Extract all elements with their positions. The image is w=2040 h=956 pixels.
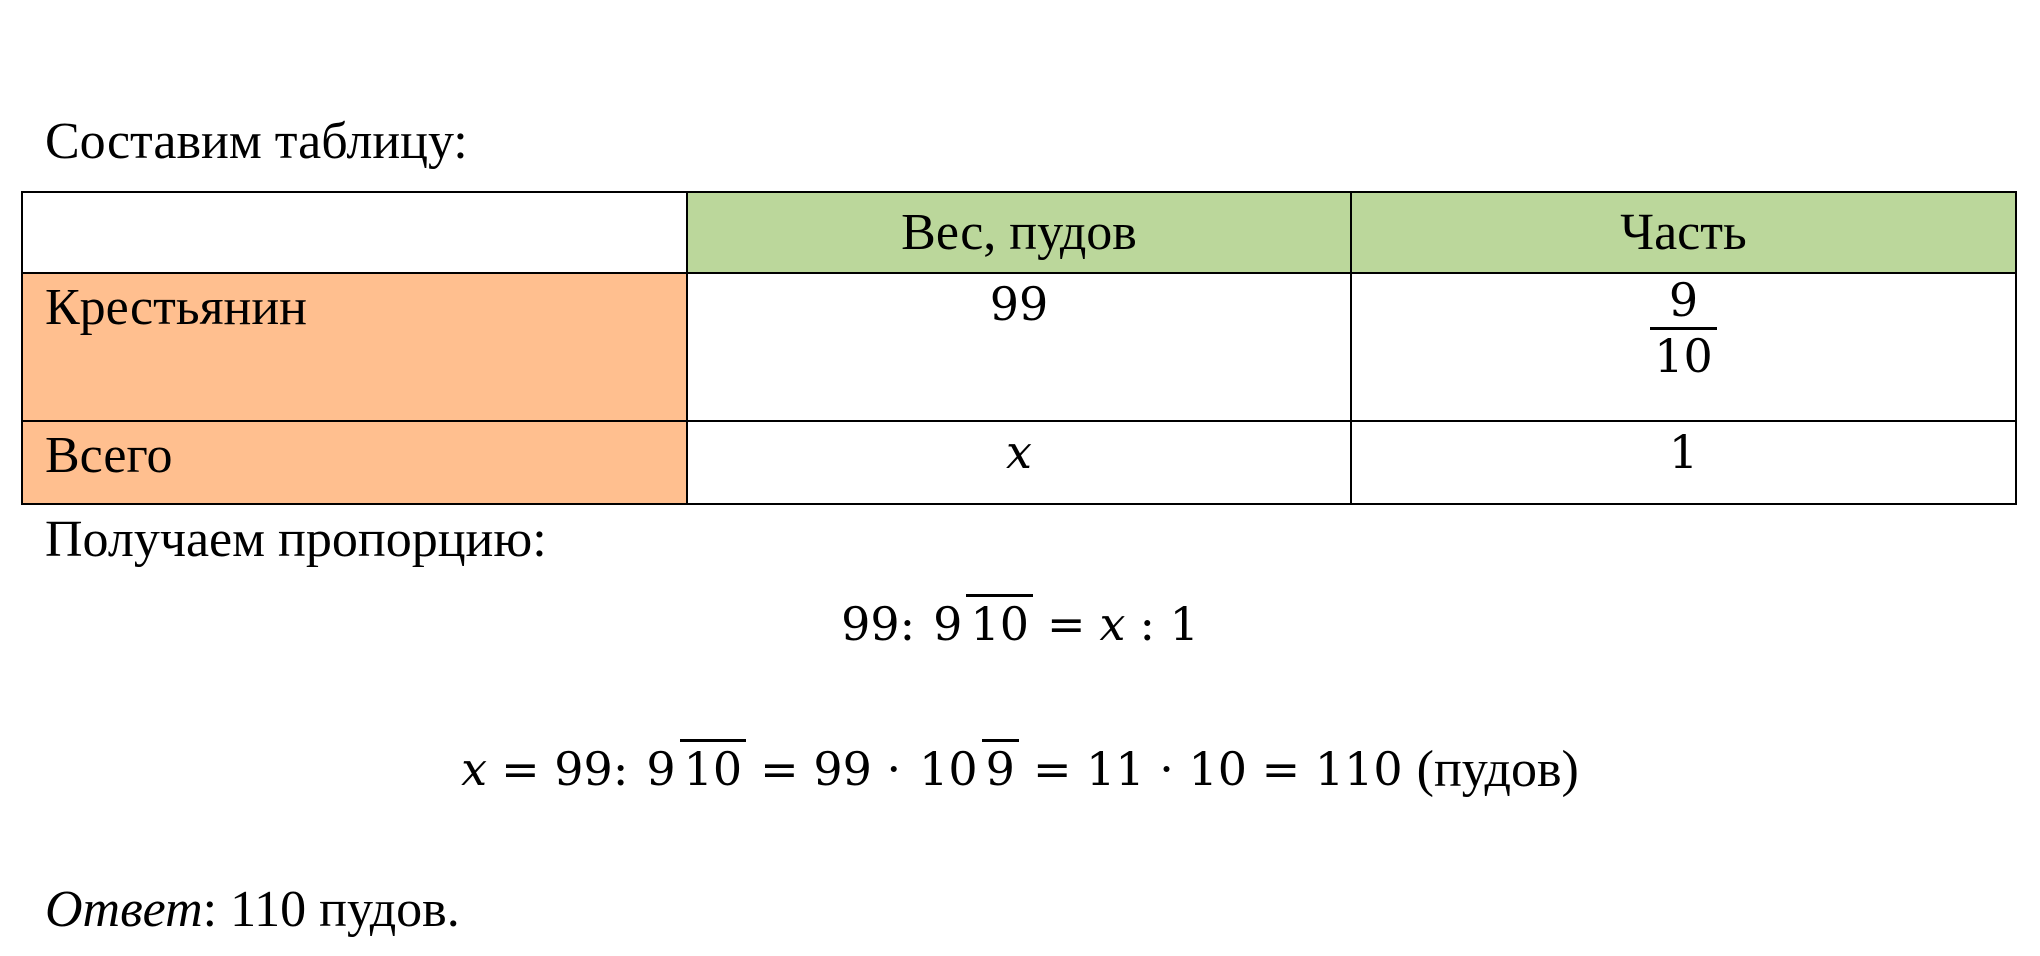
variable: x (461, 742, 488, 797)
math-text: 99: (841, 597, 916, 652)
table-header: Вес, пудов Часть (21, 191, 2017, 274)
math-text: : 1 (1139, 597, 1199, 652)
numerator: 9 (1668, 273, 1699, 327)
proportion-text: Получаем пропорцию: (45, 511, 547, 568)
word: (пудов) (1416, 740, 1579, 798)
table-row: Всего x 1 (21, 420, 2017, 505)
part-cell: 1 (1350, 420, 2017, 505)
numerator: 9 (646, 741, 676, 796)
math-text: = 99 · (760, 742, 902, 797)
weight-cell: x (686, 420, 1352, 505)
row-label: Крестьянин (21, 272, 688, 422)
fraction: 9 10 (929, 593, 1033, 651)
header-cell: Вес, пудов (686, 191, 1352, 274)
math-text: 1 (1668, 425, 1699, 479)
denominator: 10 (1650, 326, 1717, 383)
weight-cell: 99 (686, 272, 1352, 422)
data-table: Вес, пудов Часть Крестьянин 99 9 10 Всего x 1 (21, 191, 2017, 505)
fraction: 9 10 (642, 738, 747, 796)
table-row: Крестьянин 99 9 10 (21, 272, 2017, 422)
math-text: = 11 · 10 = 110 (1032, 742, 1403, 797)
fraction: 9 10 (1650, 274, 1717, 383)
intro-text: Составим таблицу: (45, 113, 468, 170)
answer: Ответ: 110 пудов. (45, 880, 460, 939)
numerator: 9 (933, 596, 963, 651)
header-cell: Часть (1350, 191, 2017, 274)
variable: x (1099, 597, 1126, 652)
numerator: 10 (919, 741, 978, 796)
answer-label: Ответ (45, 881, 203, 938)
denominator: 10 (679, 738, 747, 796)
equation: 99: 9 10 = x: 1 (0, 590, 2040, 651)
denominator: 9 (981, 738, 1019, 796)
variable: x (1006, 425, 1032, 479)
fraction: 10 9 (915, 738, 1019, 796)
math-text: = 99: (501, 742, 629, 797)
math-text: = (1046, 597, 1086, 652)
part-cell: 9 10 (1350, 272, 2017, 422)
corner-cell (21, 191, 688, 274)
denominator: 10 (966, 593, 1033, 651)
answer-text: : 110 пудов. (202, 881, 460, 938)
row-label: Всего (21, 420, 688, 505)
equation: x = 99: 9 10 = 99 · 10 9 = 11 · 10 = 110 (пудов) (0, 735, 2040, 799)
math-text: 99 (989, 277, 1049, 331)
